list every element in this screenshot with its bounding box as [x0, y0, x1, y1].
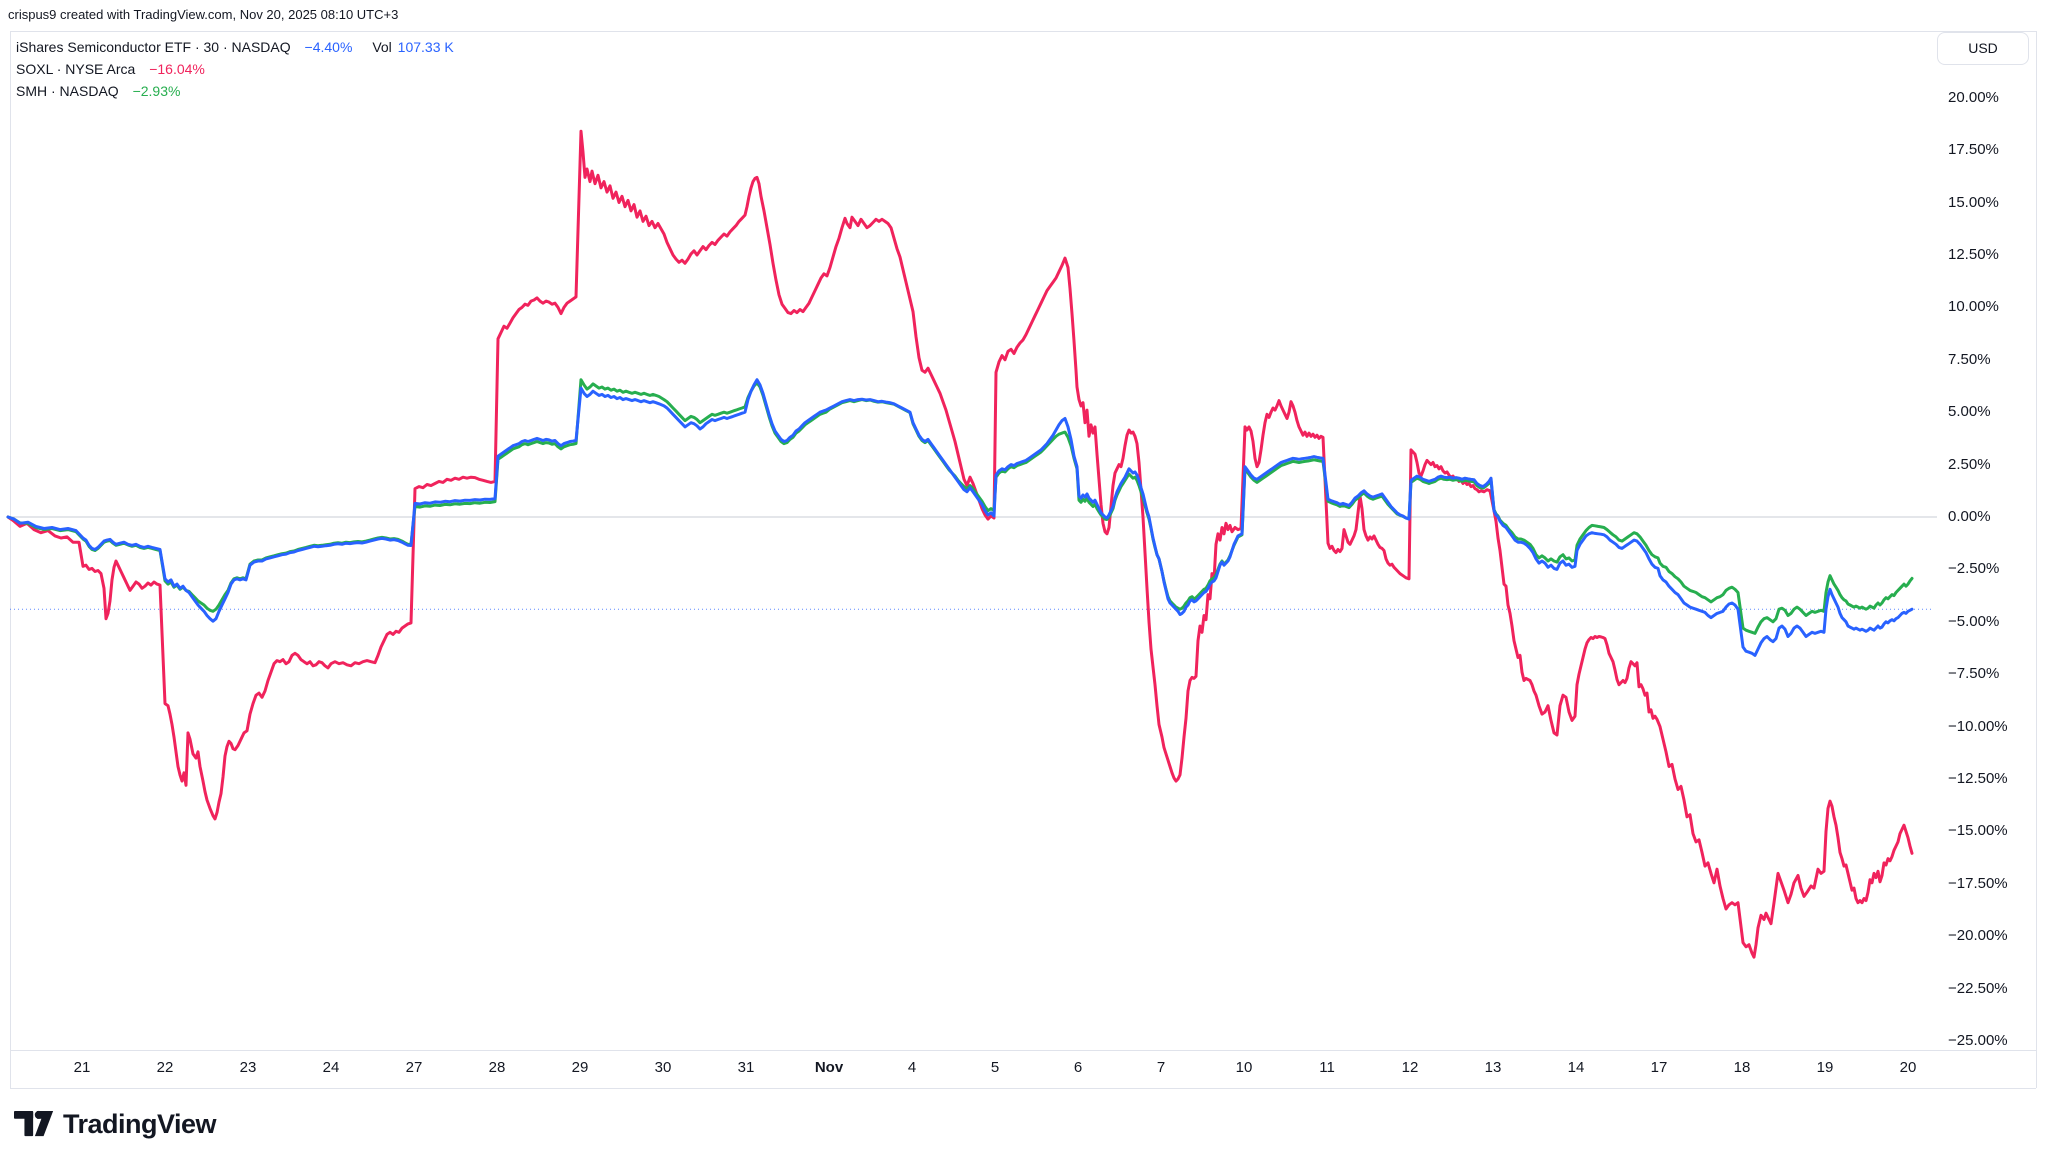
attribution-text: crispus9 created with TradingView.com, N… [8, 7, 399, 22]
widget-top-border [10, 31, 2036, 32]
legend-change-smh: −2.93% [132, 83, 181, 99]
price-axis-label: 10.00% [1948, 298, 1999, 316]
legend-title-smh: SMH · NASDAQ [16, 83, 119, 99]
time-axis-label: 11 [1319, 1059, 1335, 1076]
price-axis-label: −12.50% [1948, 770, 2008, 788]
price-axis-label: 0.00% [1948, 508, 1991, 525]
price-axis-label: 20.00% [1948, 88, 1999, 106]
legend-change-soxl: −16.04% [149, 61, 205, 77]
time-axis-label: 14 [1567, 1059, 1585, 1076]
widget-left-border [10, 31, 11, 1088]
price-axis-label: −17.50% [1948, 874, 2008, 892]
price-axis-label: −20.00% [1948, 927, 2008, 945]
time-axis-label: 18 [1733, 1059, 1751, 1076]
time-axis-label: 24 [322, 1059, 340, 1076]
time-axis-label: 28 [488, 1059, 506, 1076]
price-axis-label: −25.00% [1948, 1032, 2008, 1050]
time-axis-label: 20 [1899, 1059, 1917, 1076]
legend-vol-value: 107.33 K [397, 39, 454, 55]
time-axis-label: 22 [156, 1059, 174, 1076]
time-axis-label: 19 [1816, 1059, 1834, 1076]
footer: TradingView [14, 1104, 217, 1144]
tradingview-logo-text[interactable]: TradingView [63, 1108, 217, 1139]
time-axis[interactable]: 21 22 23 24 27 28 29 30 31 Nov 4 5 6 7 10 11 12 13 14 17 18 1… [0, 1050, 2036, 1088]
pane-bottom-border [10, 1050, 2036, 1051]
series-line-ishares [6, 378, 1914, 657]
legend: iShares Semiconductor ETF · 30 · NASDAQ … [16, 36, 454, 102]
widget-bottom-border [10, 1088, 2036, 1089]
price-axis-label: 7.50% [1948, 350, 1991, 368]
price-axis-label: 5.00% [1948, 403, 1991, 421]
price-axis-label: −22.50% [1948, 979, 2008, 997]
price-axis[interactable]: 20.00% 17.50% 15.00% 12.50% 10.00% 7.50% 5.00%… [1937, 31, 2048, 1050]
time-axis-label: 4 [907, 1059, 917, 1076]
legend-change-soxx: −4.40% [304, 39, 353, 55]
chart-pane[interactable] [0, 31, 1937, 1050]
legend-row-smh[interactable]: SMH · NASDAQ −2.93% [16, 80, 454, 102]
time-axis-label: 13 [1484, 1059, 1502, 1076]
time-axis-label: 17 [1650, 1059, 1668, 1076]
legend-vol-label: Vol [372, 39, 392, 55]
price-axis-label: −5.00% [1948, 612, 2000, 630]
price-axis-label: 12.50% [1948, 245, 1999, 263]
tradingview-logo-icon[interactable] [14, 1109, 54, 1139]
time-axis-label: 7 [1156, 1059, 1166, 1076]
series-line-smh [6, 378, 1914, 635]
price-axis-label: −2.50% [1948, 560, 2000, 578]
comparison-chart-canvas [6, 129, 1937, 959]
time-axis-label: 21 [73, 1059, 91, 1076]
price-axis-label: 15.00% [1948, 193, 1999, 211]
legend-row-soxx[interactable]: iShares Semiconductor ETF · 30 · NASDAQ … [16, 36, 454, 58]
time-axis-label: 30 [654, 1059, 672, 1076]
time-axis-label: 23 [239, 1059, 257, 1076]
time-axis-label: Nov [814, 1059, 844, 1076]
price-axis-label: −7.50% [1948, 665, 2000, 683]
price-axis-label: −10.00% [1948, 717, 2008, 735]
time-axis-label: 27 [405, 1059, 423, 1076]
widget-right-border [2036, 31, 2037, 1088]
time-axis-label: 29 [571, 1059, 589, 1076]
legend-title-soxx: iShares Semiconductor ETF · 30 · NASDAQ [16, 39, 291, 55]
legend-title-soxl: SOXL · NYSE Arca [16, 61, 136, 77]
time-axis-label: 31 [737, 1059, 755, 1076]
legend-row-soxl[interactable]: SOXL · NYSE Arca −16.04% [16, 58, 454, 80]
time-axis-label: 5 [990, 1059, 1000, 1076]
time-axis-label: 6 [1073, 1059, 1083, 1076]
price-axis-label: −15.00% [1948, 822, 2008, 840]
currency-usd-button[interactable]: USD [1937, 32, 2029, 65]
price-axis-label: 17.50% [1948, 141, 1999, 159]
time-axis-label: 10 [1235, 1059, 1253, 1076]
price-axis-label: 2.50% [1948, 455, 1991, 473]
time-axis-label: 12 [1401, 1059, 1419, 1076]
